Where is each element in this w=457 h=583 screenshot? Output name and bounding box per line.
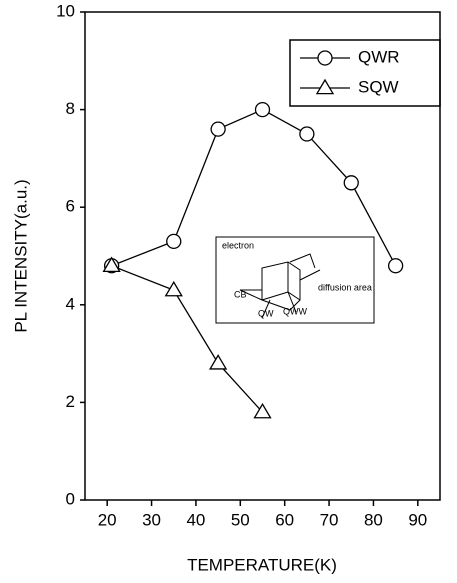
- data-point: [253, 402, 272, 419]
- y-tick-label: 6: [66, 197, 75, 216]
- legend-box: [289, 39, 441, 107]
- x-tick-label: 60: [275, 510, 294, 529]
- data-point: [254, 101, 271, 118]
- inset: [215, 236, 375, 324]
- x-tick-label: 90: [408, 510, 427, 529]
- legend-marker: [317, 50, 333, 66]
- inset-label: QW: [258, 308, 274, 318]
- y-tick-label: 10: [56, 1, 75, 20]
- data-point: [210, 121, 226, 137]
- data-point: [299, 126, 315, 142]
- y-tick-label: 0: [66, 489, 75, 508]
- legend-label: SQW: [358, 77, 399, 96]
- inset-sketch: [239, 253, 321, 319]
- x-tick-label: 30: [142, 510, 161, 529]
- x-tick-label: 50: [231, 510, 250, 529]
- inset-label: electron: [222, 240, 254, 250]
- inset-label: CB: [234, 289, 247, 299]
- y-tick-label: 2: [66, 392, 75, 411]
- inset-label: diffusion area: [318, 282, 372, 292]
- x-tick-label: 40: [186, 510, 205, 529]
- data-point: [102, 256, 121, 273]
- legend-label: QWR: [358, 47, 400, 66]
- y-axis-label: PL INTENSITY(a.u.): [11, 179, 30, 332]
- y-tick-label: 4: [66, 294, 75, 313]
- x-tick-label: 80: [364, 510, 383, 529]
- data-point: [387, 258, 404, 274]
- data-point: [208, 354, 228, 370]
- x-axis-label: TEMPERATURE(K): [187, 555, 337, 574]
- data-point: [343, 175, 359, 191]
- legend-marker: [315, 78, 335, 95]
- y-tick-label: 8: [66, 99, 75, 118]
- inset-label: QWW: [283, 306, 307, 316]
- series-line: [111, 265, 263, 413]
- x-tick-label: 20: [98, 510, 117, 529]
- plot-frame: [84, 11, 441, 501]
- inset-frame: [215, 236, 375, 324]
- x-tick-label: 70: [320, 510, 339, 529]
- data-point: [164, 280, 183, 297]
- data-point: [166, 233, 182, 250]
